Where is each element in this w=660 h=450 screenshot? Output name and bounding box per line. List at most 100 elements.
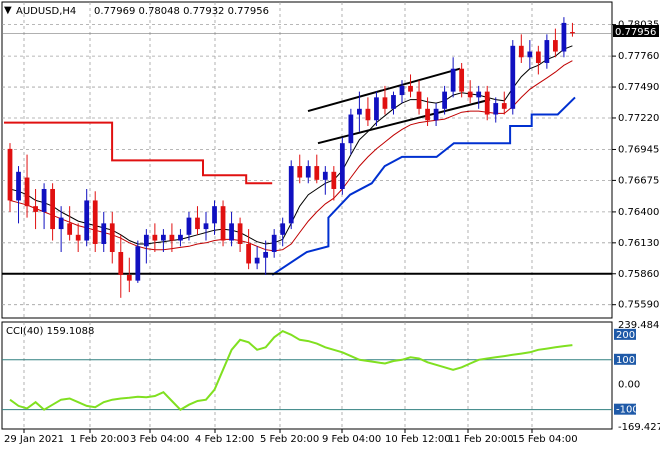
candle-body bbox=[493, 103, 499, 115]
cci-tick-label: -169.4271 bbox=[618, 422, 660, 433]
candle-body bbox=[126, 274, 132, 281]
time-tick-label: 9 Feb 04:00 bbox=[322, 434, 381, 445]
cci-level-badge bbox=[614, 328, 636, 340]
cci-line bbox=[9, 329, 573, 411]
candle-body bbox=[322, 171, 328, 180]
candle-body bbox=[237, 223, 243, 244]
candle-body bbox=[84, 200, 90, 241]
candle-body bbox=[109, 223, 115, 252]
ohlc-readout: 0.77969 0.78048 0.77932 0.77956 bbox=[94, 6, 269, 17]
time-tick-label: 3 Feb 04:00 bbox=[130, 434, 189, 445]
cci-tick-label: 100 bbox=[616, 355, 635, 366]
dropdown-triangle-icon[interactable]: ▼ bbox=[4, 5, 12, 16]
candle-body bbox=[178, 234, 183, 241]
time-tick-label: 5 Feb 20:00 bbox=[260, 434, 319, 445]
price-tick-label: 0.75590 bbox=[618, 300, 659, 311]
candle-body bbox=[24, 177, 30, 207]
candle-body bbox=[527, 51, 533, 58]
candle-body bbox=[16, 171, 21, 201]
candle-body bbox=[254, 257, 260, 264]
candle-body bbox=[195, 217, 200, 230]
candle-body bbox=[41, 188, 47, 212]
candle-body bbox=[391, 95, 396, 109]
candle-body bbox=[229, 223, 234, 241]
time-tick-label: 29 Jan 2021 bbox=[4, 434, 64, 445]
candle-body bbox=[7, 148, 13, 201]
candle-body bbox=[501, 103, 507, 109]
candle-body bbox=[433, 108, 439, 121]
candle-body bbox=[143, 234, 149, 247]
candle-body bbox=[425, 108, 430, 121]
candle-body bbox=[442, 91, 447, 109]
candle-body bbox=[535, 51, 541, 63]
candle-body bbox=[161, 234, 166, 241]
time-tick-label: 1 Feb 20:00 bbox=[70, 434, 129, 445]
candle-body bbox=[476, 91, 482, 98]
candle-body bbox=[399, 85, 405, 96]
candle-body bbox=[416, 91, 422, 109]
candle-body bbox=[169, 234, 175, 241]
candle-body bbox=[135, 246, 141, 281]
candle-body bbox=[33, 206, 38, 212]
candle-body bbox=[203, 223, 209, 230]
cci-axis: 239.4842200 100 0.00 -100 -169.4271 bbox=[614, 320, 660, 433]
candle-body bbox=[75, 234, 81, 241]
candle-body bbox=[357, 108, 362, 115]
candle-body bbox=[50, 188, 55, 230]
candle-body bbox=[314, 166, 320, 180]
cci-panel[interactable] bbox=[1, 321, 613, 430]
candle-body bbox=[271, 234, 277, 252]
price-tick-label: 0.75860 bbox=[618, 269, 659, 280]
current-price-label: 0.77956 bbox=[615, 27, 656, 38]
price-tick-label: 0.76945 bbox=[618, 144, 659, 155]
cci-tick-label: -100 bbox=[616, 405, 639, 416]
candle-body bbox=[101, 223, 107, 244]
time-axis: 29 Jan 2021 1 Feb 20:00 3 Feb 04:00 4 Feb 1… bbox=[4, 429, 578, 445]
candle-body bbox=[280, 223, 286, 235]
candle-body bbox=[331, 171, 337, 189]
cci-label: CCI(40) 159.1088 bbox=[6, 326, 94, 337]
cci-indicator bbox=[2, 329, 612, 411]
candle-body bbox=[467, 91, 473, 98]
price-tick-label: 0.77760 bbox=[618, 51, 659, 62]
candle-body bbox=[152, 234, 158, 241]
candle-body bbox=[212, 206, 217, 224]
candle-body bbox=[305, 166, 311, 178]
candle-body bbox=[374, 97, 379, 121]
candle-body bbox=[288, 166, 294, 224]
candle-body bbox=[408, 85, 413, 92]
price-tick-label: 0.77220 bbox=[618, 113, 659, 124]
candle-body bbox=[246, 243, 251, 264]
candle-body bbox=[220, 206, 226, 241]
candle-body bbox=[339, 143, 345, 189]
symbol-label: AUDUSD,H4 bbox=[16, 6, 76, 17]
candle-body bbox=[382, 97, 388, 109]
trailing-stop-bearish bbox=[4, 121, 273, 185]
price-tick-label: 0.76400 bbox=[618, 207, 659, 218]
candle-body bbox=[561, 22, 567, 52]
price-tick-label: 0.77490 bbox=[618, 82, 659, 93]
time-tick-label: 11 Feb 20:00 bbox=[448, 434, 514, 445]
time-tick-label: 15 Feb 04:00 bbox=[512, 434, 578, 445]
candle-body bbox=[459, 68, 465, 92]
price-tick-label: 0.76675 bbox=[618, 175, 659, 186]
candle-body bbox=[518, 45, 524, 58]
candle-body bbox=[92, 200, 98, 244]
candle-body bbox=[544, 40, 550, 63]
cci-level-badge bbox=[614, 353, 636, 365]
candle-body bbox=[570, 32, 575, 34]
candle-body bbox=[365, 108, 371, 121]
candle-body bbox=[484, 91, 490, 115]
price-tick-label: 0.76130 bbox=[618, 238, 659, 249]
candles bbox=[7, 17, 575, 298]
candle-body bbox=[553, 40, 558, 52]
candle-body bbox=[450, 68, 456, 92]
candle-body bbox=[58, 217, 64, 230]
price-panel[interactable] bbox=[1, 1, 613, 319]
trailing-stop-bullish bbox=[271, 96, 576, 276]
time-tick-label: 4 Feb 12:00 bbox=[195, 434, 254, 445]
candle-body bbox=[348, 114, 354, 144]
current-price-box bbox=[613, 25, 659, 37]
